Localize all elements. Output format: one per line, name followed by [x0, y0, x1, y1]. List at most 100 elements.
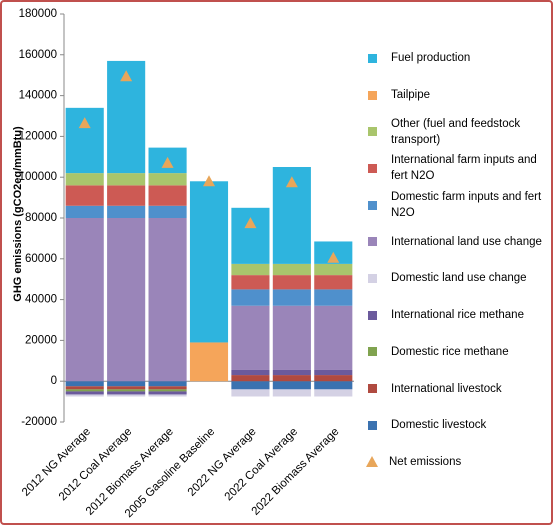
legend-item: Net emissions: [364, 444, 544, 481]
legend-item: Domestic land use change: [364, 260, 544, 297]
bar-segment: [314, 289, 353, 306]
legend-label: Other (fuel and feedstock transport): [391, 117, 521, 146]
x-tick-label: 2022 Coal Average: [223, 426, 301, 504]
legend-marker: [368, 200, 377, 210]
y-tick-label: 0: [51, 375, 57, 387]
legend-item: International land use change: [364, 223, 544, 260]
legend-item: Fuel production: [364, 40, 544, 77]
legend-label: International livestock: [391, 382, 502, 395]
bar-segment: [231, 263, 270, 276]
bar-segment: [148, 218, 187, 382]
legend-label: Tailpipe: [391, 89, 430, 102]
y-tick-label: 80000: [25, 212, 57, 224]
legend-item: Tailpipe: [364, 77, 544, 114]
bar-segment: [65, 389, 104, 392]
legend-label: Domestic rice methane: [391, 345, 509, 358]
bar-segment: [272, 305, 311, 370]
legend-label: International land use change: [391, 235, 542, 248]
bar-segment: [107, 394, 146, 397]
y-tick-label: 100000: [19, 171, 57, 183]
legend-label: Domestic farm inputs and fert N2O: [391, 191, 542, 220]
bar-segment: [231, 275, 270, 290]
bar-segment: [272, 381, 311, 390]
y-tick-label: 20000: [25, 334, 57, 346]
legend-marker: [366, 456, 378, 468]
legend: Fuel production Tailpipe Other (fuel and f…: [364, 40, 544, 480]
bar-segment: [65, 381, 104, 387]
net-marker: [327, 251, 340, 263]
bar-segment: [65, 205, 104, 218]
bar-segment: [65, 386, 104, 390]
bar-segment: [148, 394, 187, 397]
bar-segment: [231, 305, 270, 370]
legend-marker: [368, 90, 377, 100]
legend-marker: [368, 163, 377, 173]
bar-segment: [231, 289, 270, 306]
bar-segment: [231, 375, 270, 382]
y-tick-label: 160000: [19, 49, 57, 61]
net-marker: [78, 117, 91, 129]
x-tick-label: 2022 Biomass Average: [250, 426, 342, 518]
x-tick-group: 2012 NG Average: [20, 426, 93, 499]
legend-marker: [368, 347, 377, 357]
legend-marker: [368, 127, 377, 137]
x-tick-group: 2022 Biomass Average: [250, 426, 342, 518]
bar-segment: [189, 181, 229, 343]
bar-segment: [107, 389, 146, 392]
bar-segment: [148, 381, 187, 387]
legend-item: Other (fuel and feedstock transport): [364, 113, 544, 150]
bar-segment: [65, 173, 104, 186]
y-axis-label: GHG emissions (gCO2eq/mmBtu): [12, 126, 24, 302]
net-marker: [203, 175, 215, 187]
bar-segment: [107, 381, 146, 387]
bar-segment: [314, 381, 353, 390]
bar-segment: [231, 207, 270, 264]
bar-segment: [231, 389, 270, 397]
bar-segment: [107, 218, 146, 382]
legend-marker: [368, 237, 377, 247]
bar-segment: [148, 391, 187, 395]
bar-segment: [231, 369, 270, 376]
net-marker: [244, 217, 257, 229]
bar-segment: [272, 375, 311, 382]
legend-label: Domestic land use change: [391, 272, 527, 285]
bar-segment: [65, 391, 104, 395]
bar-segment: [107, 185, 146, 206]
legend-label: Net emissions: [389, 455, 462, 468]
net-marker: [120, 70, 133, 82]
y-tick-label: -20000: [21, 416, 57, 428]
legend-item: International livestock: [364, 370, 544, 407]
legend-marker: [368, 310, 377, 320]
bar-segment: [148, 386, 187, 390]
bar-segment: [148, 173, 187, 186]
net-marker: [285, 176, 298, 188]
legend-label: Fuel production: [391, 52, 471, 65]
y-tick-label: 180000: [19, 8, 57, 20]
legend-marker: [368, 273, 377, 283]
bar-segment: [148, 185, 187, 206]
bar-segment: [272, 263, 311, 276]
bar-segment: [314, 275, 353, 290]
legend-item: Domestic farm inputs and fert N2O: [364, 187, 544, 224]
y-tick-label: 120000: [19, 130, 57, 142]
bar-segment: [314, 263, 353, 276]
bar-segment: [65, 218, 104, 382]
legend-item: Domestic livestock: [364, 407, 544, 444]
bar-segment: [107, 173, 146, 186]
bar-segment: [189, 342, 229, 382]
bar-segment: [231, 381, 270, 390]
bar-segment: [272, 389, 311, 397]
legend-marker: [368, 420, 377, 430]
net-marker: [161, 156, 174, 168]
x-tick-group: 2022 Coal Average: [223, 426, 301, 504]
x-tick-label: 2012 NG Average: [20, 426, 93, 499]
legend-label: International rice methane: [391, 309, 524, 322]
bar-segment: [314, 389, 353, 397]
x-tick-label: 2012 Coal Average: [57, 426, 135, 504]
legend-label: Domestic livestock: [391, 419, 487, 432]
bar-segment: [107, 205, 146, 218]
x-tick-group: 2012 Coal Average: [57, 426, 135, 504]
bar-segment: [107, 386, 146, 390]
y-tick-label: 60000: [25, 253, 57, 265]
